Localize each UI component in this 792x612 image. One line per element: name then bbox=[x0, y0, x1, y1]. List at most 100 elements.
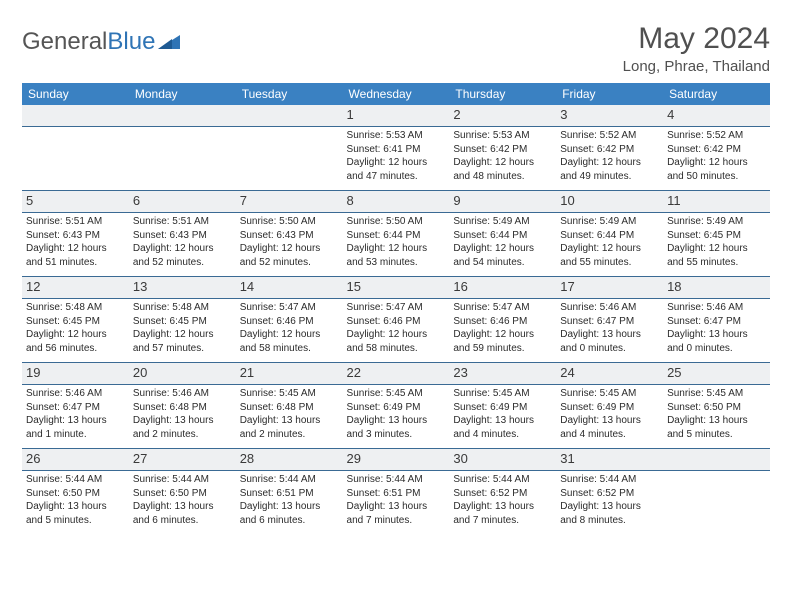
day-number: 11 bbox=[667, 193, 766, 208]
day-detail: Sunrise: 5:50 AMSunset: 6:44 PMDaylight:… bbox=[347, 215, 446, 269]
logo-triangle-icon bbox=[158, 28, 180, 56]
day-detail: Sunrise: 5:46 AMSunset: 6:47 PMDaylight:… bbox=[667, 301, 766, 355]
sunrise-text: Sunrise: 5:48 AM bbox=[133, 301, 232, 315]
day-cell-detail: Sunrise: 5:45 AMSunset: 6:48 PMDaylight:… bbox=[236, 385, 343, 449]
daylight-text: Daylight: 12 hours and 47 minutes. bbox=[347, 156, 446, 183]
day-header: Friday bbox=[556, 83, 663, 105]
daylight-text: Daylight: 12 hours and 56 minutes. bbox=[26, 328, 125, 355]
day-detail: Sunrise: 5:49 AMSunset: 6:45 PMDaylight:… bbox=[667, 215, 766, 269]
day-cell-detail: Sunrise: 5:47 AMSunset: 6:46 PMDaylight:… bbox=[343, 299, 450, 363]
detail-row: Sunrise: 5:44 AMSunset: 6:50 PMDaylight:… bbox=[22, 471, 770, 535]
sunrise-text: Sunrise: 5:51 AM bbox=[26, 215, 125, 229]
sunset-text: Sunset: 6:50 PM bbox=[133, 487, 232, 501]
day-number: 20 bbox=[133, 365, 232, 380]
day-detail: Sunrise: 5:44 AMSunset: 6:50 PMDaylight:… bbox=[133, 473, 232, 527]
sunset-text: Sunset: 6:46 PM bbox=[347, 315, 446, 329]
day-cell-number: 10 bbox=[556, 191, 663, 213]
daylight-text: Daylight: 12 hours and 57 minutes. bbox=[133, 328, 232, 355]
day-cell-number: 12 bbox=[22, 277, 129, 299]
day-number: 5 bbox=[26, 193, 125, 208]
day-number: 25 bbox=[667, 365, 766, 380]
sunrise-text: Sunrise: 5:50 AM bbox=[347, 215, 446, 229]
day-number: 4 bbox=[667, 107, 766, 122]
sunrise-text: Sunrise: 5:45 AM bbox=[560, 387, 659, 401]
month-title: May 2024 bbox=[623, 22, 770, 56]
daylight-text: Daylight: 12 hours and 58 minutes. bbox=[347, 328, 446, 355]
sunset-text: Sunset: 6:52 PM bbox=[560, 487, 659, 501]
day-header: Saturday bbox=[663, 83, 770, 105]
daylight-text: Daylight: 12 hours and 58 minutes. bbox=[240, 328, 339, 355]
day-cell-detail: Sunrise: 5:45 AMSunset: 6:49 PMDaylight:… bbox=[556, 385, 663, 449]
daylight-text: Daylight: 13 hours and 6 minutes. bbox=[240, 500, 339, 527]
day-detail: Sunrise: 5:46 AMSunset: 6:48 PMDaylight:… bbox=[133, 387, 232, 441]
day-number: 21 bbox=[240, 365, 339, 380]
day-header: Thursday bbox=[449, 83, 556, 105]
day-detail: Sunrise: 5:49 AMSunset: 6:44 PMDaylight:… bbox=[453, 215, 552, 269]
day-cell-detail: Sunrise: 5:47 AMSunset: 6:46 PMDaylight:… bbox=[236, 299, 343, 363]
day-header: Wednesday bbox=[343, 83, 450, 105]
daynum-row: 1234 bbox=[22, 105, 770, 127]
sunset-text: Sunset: 6:47 PM bbox=[26, 401, 125, 415]
sunrise-text: Sunrise: 5:46 AM bbox=[560, 301, 659, 315]
sunrise-text: Sunrise: 5:53 AM bbox=[347, 129, 446, 143]
day-number: 16 bbox=[453, 279, 552, 294]
sunrise-text: Sunrise: 5:44 AM bbox=[240, 473, 339, 487]
calendar-page: GeneralBlue May 2024 Long, Phrae, Thaila… bbox=[0, 0, 792, 545]
day-cell-detail: Sunrise: 5:53 AMSunset: 6:41 PMDaylight:… bbox=[343, 127, 450, 191]
daylight-text: Daylight: 12 hours and 53 minutes. bbox=[347, 242, 446, 269]
day-cell-detail: Sunrise: 5:46 AMSunset: 6:47 PMDaylight:… bbox=[663, 299, 770, 363]
detail-row: Sunrise: 5:48 AMSunset: 6:45 PMDaylight:… bbox=[22, 299, 770, 363]
day-cell-number: 20 bbox=[129, 363, 236, 385]
logo-text-2: Blue bbox=[107, 28, 155, 56]
sunrise-text: Sunrise: 5:45 AM bbox=[667, 387, 766, 401]
sunset-text: Sunset: 6:48 PM bbox=[240, 401, 339, 415]
day-detail: Sunrise: 5:45 AMSunset: 6:49 PMDaylight:… bbox=[347, 387, 446, 441]
day-number: 8 bbox=[347, 193, 446, 208]
day-cell-number: 29 bbox=[343, 449, 450, 471]
sunrise-text: Sunrise: 5:45 AM bbox=[240, 387, 339, 401]
sunset-text: Sunset: 6:43 PM bbox=[26, 229, 125, 243]
day-cell-detail: Sunrise: 5:45 AMSunset: 6:50 PMDaylight:… bbox=[663, 385, 770, 449]
sunset-text: Sunset: 6:44 PM bbox=[560, 229, 659, 243]
sunset-text: Sunset: 6:51 PM bbox=[347, 487, 446, 501]
sunrise-text: Sunrise: 5:47 AM bbox=[453, 301, 552, 315]
sunset-text: Sunset: 6:46 PM bbox=[240, 315, 339, 329]
day-detail: Sunrise: 5:52 AMSunset: 6:42 PMDaylight:… bbox=[667, 129, 766, 183]
day-cell-detail: Sunrise: 5:51 AMSunset: 6:43 PMDaylight:… bbox=[129, 213, 236, 277]
day-cell-number bbox=[236, 105, 343, 127]
day-number: 22 bbox=[347, 365, 446, 380]
day-cell-detail: Sunrise: 5:52 AMSunset: 6:42 PMDaylight:… bbox=[663, 127, 770, 191]
day-cell-detail bbox=[22, 127, 129, 191]
sunset-text: Sunset: 6:50 PM bbox=[667, 401, 766, 415]
sunrise-text: Sunrise: 5:46 AM bbox=[26, 387, 125, 401]
sunrise-text: Sunrise: 5:47 AM bbox=[240, 301, 339, 315]
day-detail: Sunrise: 5:44 AMSunset: 6:51 PMDaylight:… bbox=[347, 473, 446, 527]
day-cell-number: 28 bbox=[236, 449, 343, 471]
day-number: 23 bbox=[453, 365, 552, 380]
daylight-text: Daylight: 13 hours and 1 minute. bbox=[26, 414, 125, 441]
sunset-text: Sunset: 6:42 PM bbox=[453, 143, 552, 157]
day-cell-detail: Sunrise: 5:49 AMSunset: 6:45 PMDaylight:… bbox=[663, 213, 770, 277]
daylight-text: Daylight: 12 hours and 49 minutes. bbox=[560, 156, 659, 183]
daynum-row: 12131415161718 bbox=[22, 277, 770, 299]
daylight-text: Daylight: 13 hours and 7 minutes. bbox=[347, 500, 446, 527]
sunset-text: Sunset: 6:45 PM bbox=[667, 229, 766, 243]
day-cell-number: 7 bbox=[236, 191, 343, 213]
daynum-row: 262728293031 bbox=[22, 449, 770, 471]
daylight-text: Daylight: 12 hours and 52 minutes. bbox=[133, 242, 232, 269]
day-cell-number: 16 bbox=[449, 277, 556, 299]
logo: GeneralBlue bbox=[22, 22, 180, 56]
day-cell-number: 25 bbox=[663, 363, 770, 385]
day-cell-detail: Sunrise: 5:45 AMSunset: 6:49 PMDaylight:… bbox=[449, 385, 556, 449]
day-number: 3 bbox=[560, 107, 659, 122]
day-cell-detail: Sunrise: 5:44 AMSunset: 6:52 PMDaylight:… bbox=[556, 471, 663, 535]
day-cell-number: 1 bbox=[343, 105, 450, 127]
day-number: 7 bbox=[240, 193, 339, 208]
sunset-text: Sunset: 6:45 PM bbox=[26, 315, 125, 329]
sunset-text: Sunset: 6:51 PM bbox=[240, 487, 339, 501]
day-cell-detail: Sunrise: 5:45 AMSunset: 6:49 PMDaylight:… bbox=[343, 385, 450, 449]
day-header-row: Sunday Monday Tuesday Wednesday Thursday… bbox=[22, 83, 770, 105]
daynum-row: 567891011 bbox=[22, 191, 770, 213]
day-cell-number: 15 bbox=[343, 277, 450, 299]
sunrise-text: Sunrise: 5:44 AM bbox=[133, 473, 232, 487]
